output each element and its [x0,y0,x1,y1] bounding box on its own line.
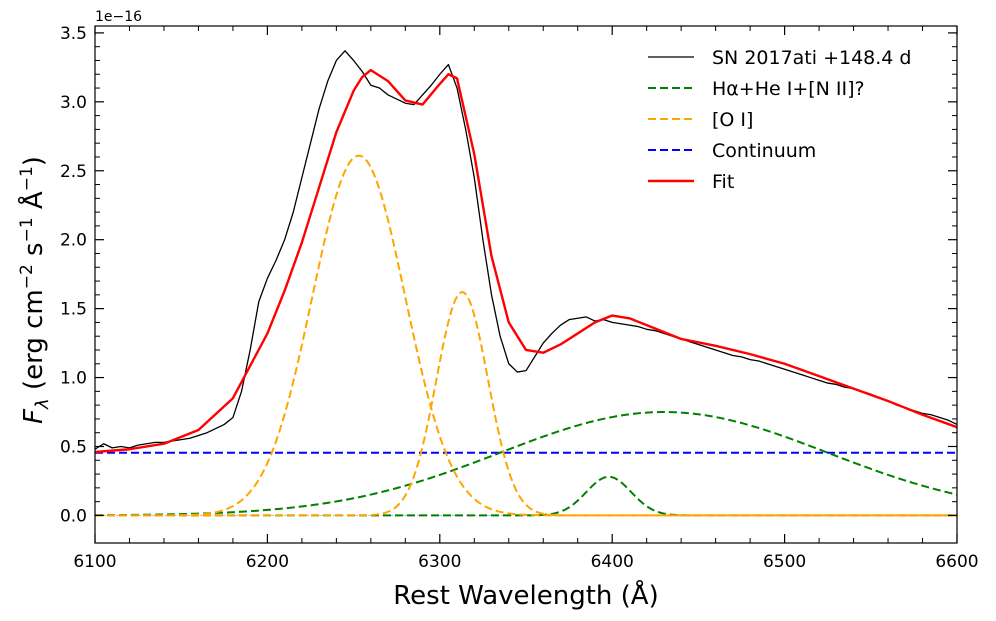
y-tick-label: 2.0 [60,231,87,251]
legend-label-continuum: Continuum [712,140,816,162]
y-title-base: F [19,408,49,424]
y-tick-label: 1.0 [60,369,87,389]
y-title-exp3: −1 [17,166,37,191]
y-title-rest: (erg cm [19,289,49,398]
series-h-he-i-n-ii-component-1 [95,411,957,517]
x-tick-label: 6400 [591,552,634,572]
legend-label-fit: Fit [712,171,734,193]
y-tick-label: 0.0 [60,506,87,526]
y-title-ang: Å [17,191,49,217]
y-title-mid: s [19,242,49,264]
series-layer [95,50,957,517]
y-tick-label: 0.5 [60,437,87,457]
y-tick-label: 3.0 [60,93,87,113]
y-axis-title: Fλ (erg cm−2 s−1 Å−1) [17,156,53,424]
y-title-exp1: −2 [17,264,37,289]
series-fit [95,68,957,454]
x-tick-label: 6600 [935,552,978,572]
y-tick-label: 1.5 [60,300,87,320]
y-offset-label: 1e−16 [95,9,142,25]
series-o-i-component-2 [95,291,957,517]
legend: SN 2017ati +148.4 d Hα+He I+[N II]? [O I] C… [648,47,912,193]
x-tick-label: 6200 [246,552,289,572]
y-tick-label: 3.5 [60,24,87,44]
x-tick-label: 6100 [73,552,116,572]
y-tick-label: 2.5 [60,162,87,182]
legend-label-o-i: [O I] [712,109,753,131]
ticks-layer: 6100 6200 6300 6400 6500 6600 0.0 0.5 1.0 1.5 2.0 2… [60,24,979,572]
y-title-exp2: −1 [17,217,37,242]
legend-label-sn-2017ati-148-4-d: SN 2017ati +148.4 d [712,47,912,69]
x-tick-label: 6300 [418,552,461,572]
x-axis-title: Rest Wavelength (Å) [393,579,658,611]
series-sn-2017ati-148-4-d [95,50,957,450]
legend-label-h-he-i-n-ii: Hα+He I+[N II]? [712,78,865,100]
x-tick-label: 6500 [763,552,806,572]
plot-frame [94,25,958,544]
y-title-sub: λ [32,398,53,410]
y-title-end: ) [19,156,49,166]
